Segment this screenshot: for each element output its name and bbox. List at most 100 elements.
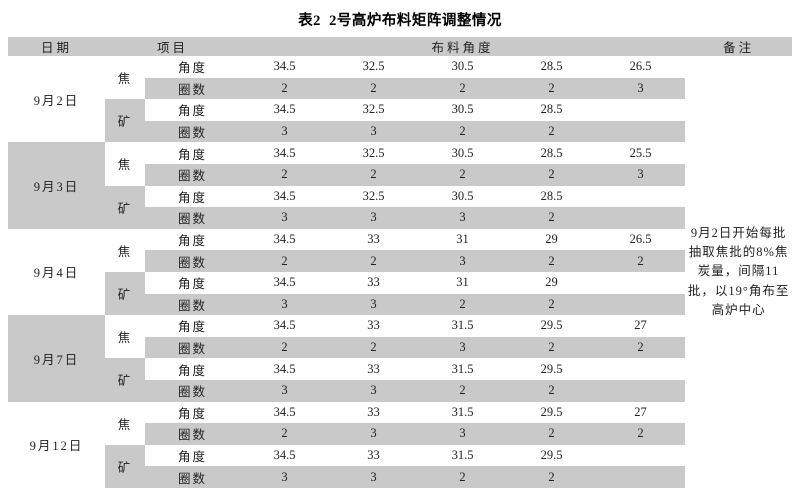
value-cell: 29.5 xyxy=(540,404,563,419)
value-cell: 26.5 xyxy=(629,232,652,247)
date-cell: 9月12日 xyxy=(29,439,84,454)
table-row: 圈数 3 3 2 2 xyxy=(8,379,792,402)
value-cell: 34.5 xyxy=(273,361,296,376)
value-cell: 2 xyxy=(240,336,330,359)
table-row: 9月7日焦角度 34.5 33 31.5 29.5 27 xyxy=(8,315,792,402)
value-cell: 2 xyxy=(329,336,419,359)
table-row: 9月3日焦角度 34.5 32.5 30.5 28.5 25.5 xyxy=(8,142,792,229)
value-cell xyxy=(596,186,685,208)
value-cell: 34.5 xyxy=(273,188,296,203)
material-cell: 焦 xyxy=(117,158,133,173)
header-date: 日期 xyxy=(8,37,105,56)
table-row: 圈数 2 3 3 2 2 xyxy=(8,423,792,445)
material-cell: 焦 xyxy=(117,72,133,87)
angle-row-label: 角度 xyxy=(178,277,208,292)
angle-row-label: 角度 xyxy=(178,190,208,205)
value-cell: 31.5 xyxy=(451,361,474,376)
value-cell: 3 xyxy=(418,336,508,359)
value-cell: 28.5 xyxy=(540,59,563,74)
value-cell: 31 xyxy=(456,275,469,290)
remark-cell: 9月2日开始每批抽取焦批的8%焦炭量，间隔11批，以19°角布至高炉中心 xyxy=(685,56,793,488)
rings-row-label: 圈数 xyxy=(145,207,241,229)
value-cell: 2 xyxy=(418,77,508,100)
date-cell: 9月7日 xyxy=(8,315,105,402)
angle-row-label: 角度 xyxy=(178,61,208,76)
value-cell: 34.5 xyxy=(273,59,296,74)
table-header: 日期 项目 布料角度 备注 xyxy=(8,37,793,56)
table-row: 圈数 3 3 3 2 xyxy=(8,207,792,229)
rings-row-label: 圈数 xyxy=(145,336,241,359)
value-cell: 30.5 xyxy=(451,59,474,74)
value-cell: 34.5 xyxy=(273,232,296,247)
date-cell: 9月4日 xyxy=(33,266,80,281)
value-cell: 2 xyxy=(240,163,330,186)
rings-row-label: 圈数 xyxy=(145,163,241,186)
table-row: 9月2日焦角度 34.5 32.5 30.5 28.5 26.5 9月2日开始每批抽取焦批的… xyxy=(8,56,793,488)
value-cell: 2 xyxy=(418,120,508,143)
value-cell: 29.5 xyxy=(540,447,563,462)
table-row: 矿 角度 34.5 32.5 30.5 28.5 xyxy=(8,99,792,143)
value-cell: 2 xyxy=(507,293,597,316)
value-cell: 33 xyxy=(367,232,380,247)
value-cell: 2 xyxy=(507,207,597,229)
value-cell: 2 xyxy=(418,293,508,316)
value-cell: 32.5 xyxy=(362,145,385,160)
rings-row-label: 圈数 xyxy=(145,77,241,100)
value-cell: 2 xyxy=(329,250,419,272)
value-cell: 29.5 xyxy=(540,361,563,376)
value-cell: 2 xyxy=(507,163,597,186)
value-cell: 2 xyxy=(418,466,508,488)
value-cell: 28.5 xyxy=(540,102,563,117)
angle-row-label: 角度 xyxy=(178,406,208,421)
value-cell: 34.5 xyxy=(273,275,296,290)
value-cell: 3 xyxy=(418,207,508,229)
value-cell: 2 xyxy=(596,250,686,272)
value-cell: 27 xyxy=(634,404,647,419)
value-cell: 2 xyxy=(240,77,330,100)
value-cell: 3 xyxy=(240,379,330,402)
value-cell: 32.5 xyxy=(362,59,385,74)
value-cell: 34.5 xyxy=(273,404,296,419)
value-cell: 3 xyxy=(329,423,419,445)
value-cell: 26.5 xyxy=(629,59,652,74)
value-cell: 3 xyxy=(240,293,330,316)
table-row: 矿 角度 34.5 33 31.5 29.5 xyxy=(8,444,792,488)
value-cell xyxy=(596,358,685,380)
value-cell: 2 xyxy=(596,336,686,359)
table-row: 圈数 2 2 3 2 2 xyxy=(8,250,792,272)
value-cell: 3 xyxy=(329,466,419,488)
value-cell: 3 xyxy=(240,120,330,143)
value-cell xyxy=(596,445,685,467)
material-cell: 矿 xyxy=(105,271,145,316)
value-cell: 34.5 xyxy=(273,145,296,160)
value-cell: 29 xyxy=(545,275,558,290)
material-cell: 焦 xyxy=(117,331,133,346)
value-cell: 2 xyxy=(418,379,508,402)
value-cell: 28.5 xyxy=(540,188,563,203)
value-cell: 2 xyxy=(418,163,508,186)
material-cell: 矿 xyxy=(105,444,145,488)
rings-row-label: 圈数 xyxy=(145,120,241,143)
table-title: 表2 2号高炉布料矩阵调整情况 xyxy=(298,13,502,29)
value-cell xyxy=(596,379,686,402)
value-cell: 34.5 xyxy=(273,318,296,333)
table-row: 圈数 3 3 2 2 xyxy=(8,293,792,316)
value-cell: 30.5 xyxy=(451,188,474,203)
value-cell: 3 xyxy=(596,77,686,100)
rings-row-label: 圈数 xyxy=(145,379,241,402)
value-cell: 29 xyxy=(545,232,558,247)
angle-row-label: 角度 xyxy=(178,449,208,464)
material-cell: 焦 xyxy=(117,244,133,259)
rings-row-label: 圈数 xyxy=(145,423,241,445)
value-cell: 2 xyxy=(329,163,419,186)
value-cell xyxy=(596,466,686,488)
value-cell xyxy=(596,293,686,316)
material-cell: 矿 xyxy=(105,358,145,402)
value-cell: 33 xyxy=(367,275,380,290)
value-cell: 3 xyxy=(418,250,508,272)
rings-row-label: 圈数 xyxy=(145,293,241,316)
value-cell: 3 xyxy=(596,163,686,186)
value-cell: 31.5 xyxy=(451,318,474,333)
value-cell: 33 xyxy=(367,318,380,333)
